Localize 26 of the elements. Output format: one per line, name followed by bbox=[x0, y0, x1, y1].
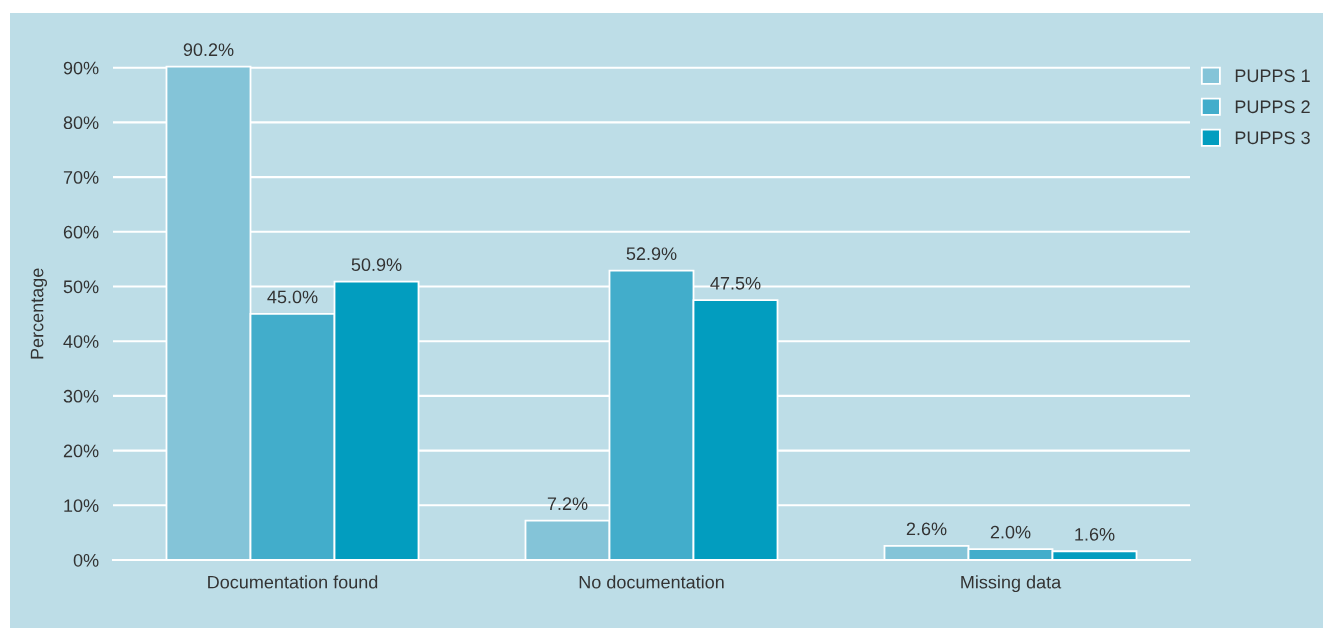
y-tick-label: 60% bbox=[63, 225, 99, 239]
x-tick-label: Documentation found bbox=[208, 575, 378, 589]
data-label: 7.2% bbox=[547, 497, 588, 511]
y-tick-label: 20% bbox=[63, 444, 99, 458]
x-tick-label: No documentation bbox=[579, 575, 724, 589]
y-tick-label: 70% bbox=[63, 171, 99, 184]
y-tick-label: 40% bbox=[63, 335, 99, 348]
x-tick-label: Missing data bbox=[961, 575, 1062, 593]
data-label: 2.6% bbox=[906, 522, 947, 536]
y-tick-label: 30% bbox=[63, 389, 99, 403]
y-tick-label: 80% bbox=[63, 116, 99, 130]
y-tick-label: 0% bbox=[73, 553, 99, 567]
data-label: 50.9% bbox=[351, 258, 402, 272]
y-tick-label: 10% bbox=[64, 499, 99, 513]
y-tick-label: 90% bbox=[63, 61, 99, 75]
data-label: 1.6% bbox=[1075, 527, 1115, 541]
data-label: 2.0% bbox=[990, 525, 1031, 539]
y-axis-title: Percentage bbox=[30, 268, 47, 359]
data-label: 45.0% bbox=[267, 290, 318, 304]
legend-label: PUPPS 2 bbox=[1235, 100, 1310, 114]
legend-label: PUPPS 1 bbox=[1235, 69, 1310, 83]
data-label: 90.2% bbox=[183, 43, 234, 57]
data-label: 52.9% bbox=[626, 247, 677, 261]
y-tick-label: 50% bbox=[63, 280, 99, 294]
legend-label: PUPPS 3 bbox=[1235, 131, 1310, 145]
data-label: 47.5% bbox=[710, 276, 761, 290]
